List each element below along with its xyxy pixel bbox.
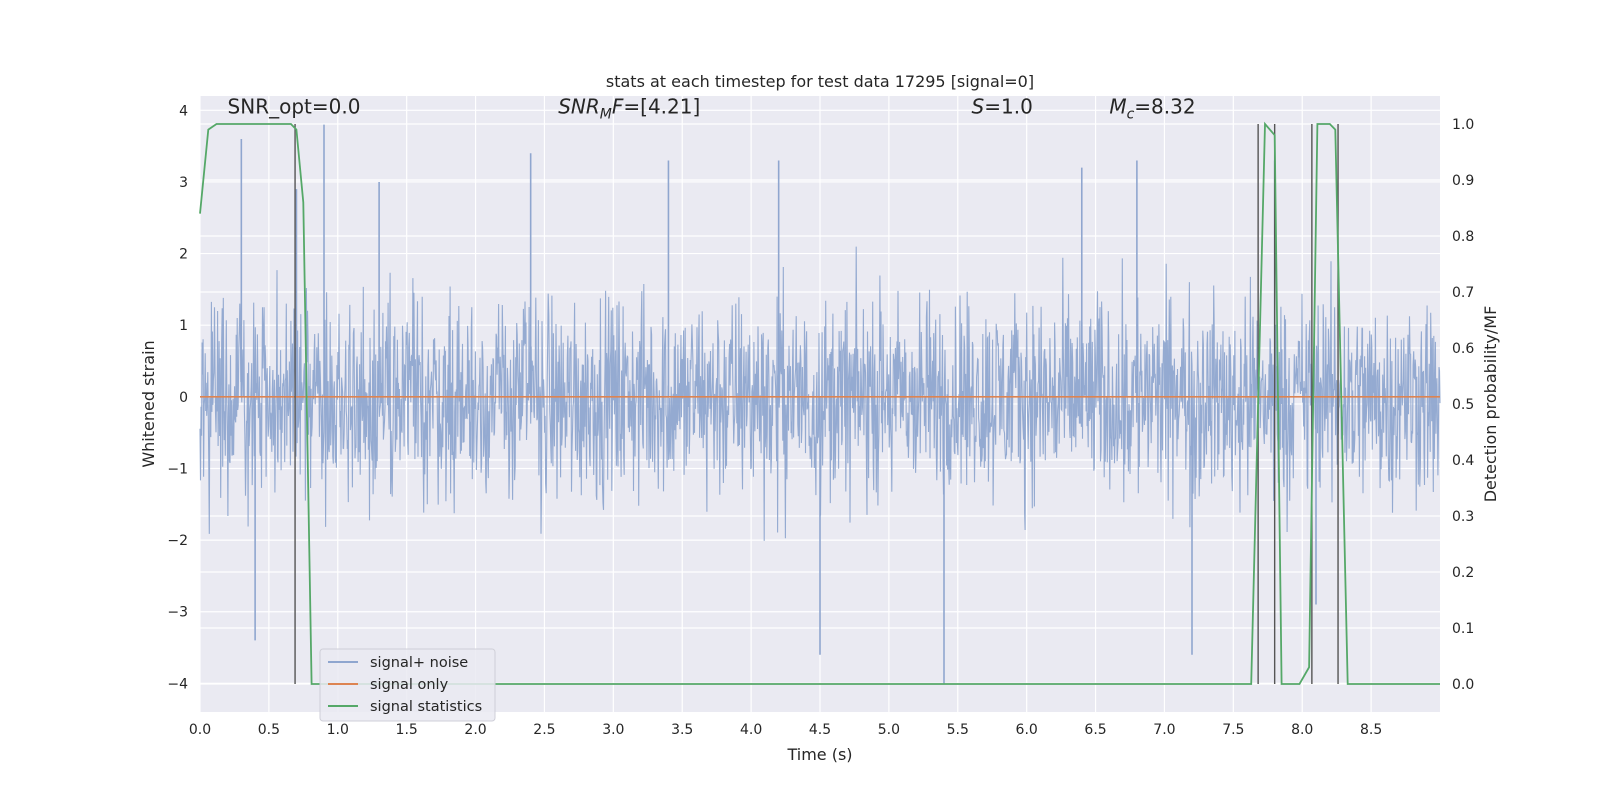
x-tick-label: 6.5 bbox=[1084, 722, 1106, 738]
y-tick-label: −1 bbox=[167, 461, 188, 477]
x-tick-label: 5.5 bbox=[947, 722, 969, 738]
x-tick-label: 4.5 bbox=[809, 722, 831, 738]
y2-tick-labels: 0.0 0.1 0.2 0.3 0.4 0.5 0.6 0.7 0.8 0.9 1.0 bbox=[1452, 117, 1474, 693]
y2-tick-label: 1.0 bbox=[1452, 117, 1474, 133]
y-tick-label: 0 bbox=[179, 390, 188, 406]
x-tick-label: 1.0 bbox=[327, 722, 349, 738]
x-tick-label: 0.5 bbox=[258, 722, 280, 738]
y2-tick-label: 0.1 bbox=[1452, 621, 1474, 637]
x-tick-label: 3.5 bbox=[671, 722, 693, 738]
x-tick-label: 8.0 bbox=[1291, 722, 1313, 738]
x-axis-label: Time (s) bbox=[786, 745, 852, 764]
y-tick-label: −4 bbox=[167, 676, 188, 692]
legend-label-signal-noise: signal+ noise bbox=[370, 655, 468, 671]
legend-label-signal-only: signal only bbox=[370, 677, 449, 693]
x-tick-label: 1.5 bbox=[396, 722, 418, 738]
y2-tick-label: 0.3 bbox=[1452, 509, 1474, 525]
x-tick-label: 5.0 bbox=[878, 722, 900, 738]
y2-tick-label: 0.0 bbox=[1452, 677, 1474, 693]
annotation-snr-mf: SNRMF=[4.21] bbox=[558, 94, 700, 122]
x-tick-label: 7.0 bbox=[1153, 722, 1175, 738]
y-tick-label: −2 bbox=[167, 533, 188, 549]
legend-label-signal-statistics: signal statistics bbox=[370, 699, 482, 715]
y-tick-labels: −4 −3 −2 −1 0 1 2 3 4 bbox=[167, 103, 188, 692]
x-tick-labels: 0.0 0.5 1.0 1.5 2.0 2.5 3.0 3.5 4.0 4.5 5.0 5.5 6.0 6… bbox=[189, 722, 1382, 738]
x-tick-label: 6.0 bbox=[1016, 722, 1038, 738]
signal-noise-series bbox=[199, 124, 1441, 684]
x-tick-label: 3.0 bbox=[602, 722, 624, 738]
annotations: SNR_opt=0.0 SNRMF=[4.21] S=1.0 Mc=8.32 bbox=[228, 94, 1196, 122]
y-tick-label: 1 bbox=[179, 318, 188, 334]
chart-title: stats at each timestep for test data 172… bbox=[606, 72, 1034, 91]
y2-tick-label: 0.8 bbox=[1452, 229, 1474, 245]
y2-tick-label: 0.6 bbox=[1452, 341, 1474, 357]
y-tick-label: 4 bbox=[179, 103, 188, 119]
y2-tick-label: 0.2 bbox=[1452, 565, 1474, 581]
x-tick-label: 8.5 bbox=[1360, 722, 1382, 738]
legend-box bbox=[319, 648, 496, 722]
y2-tick-label: 0.5 bbox=[1452, 397, 1474, 413]
signal-statistics-line bbox=[199, 121, 1440, 685]
y-axis-label: Whitened strain bbox=[139, 340, 158, 467]
annotation-mc: Mc=8.32 bbox=[1109, 94, 1195, 122]
y-tick-label: 2 bbox=[179, 247, 188, 263]
x-tick-label: 7.5 bbox=[1222, 722, 1244, 738]
y2-tick-label: 0.9 bbox=[1452, 173, 1474, 189]
signal-statistics-series bbox=[199, 121, 1440, 685]
x-tick-label: 2.0 bbox=[464, 722, 486, 738]
x-tick-label: 2.5 bbox=[533, 722, 555, 738]
annotation-s: S=1.0 bbox=[972, 94, 1033, 118]
y-tick-label: 3 bbox=[179, 175, 188, 191]
annotation-snr-opt: SNR_opt=0.0 bbox=[228, 94, 361, 118]
y2-tick-label: 0.7 bbox=[1452, 285, 1474, 301]
legend: signal+ noise signal only signal statist… bbox=[319, 648, 496, 722]
y-tick-label: −3 bbox=[167, 605, 188, 621]
y2-tick-label: 0.4 bbox=[1452, 453, 1474, 469]
x-tick-label: 0.0 bbox=[189, 722, 211, 738]
y2-axis-label: Detection probability/MF bbox=[1481, 306, 1500, 503]
x-tick-label: 4.0 bbox=[740, 722, 762, 738]
